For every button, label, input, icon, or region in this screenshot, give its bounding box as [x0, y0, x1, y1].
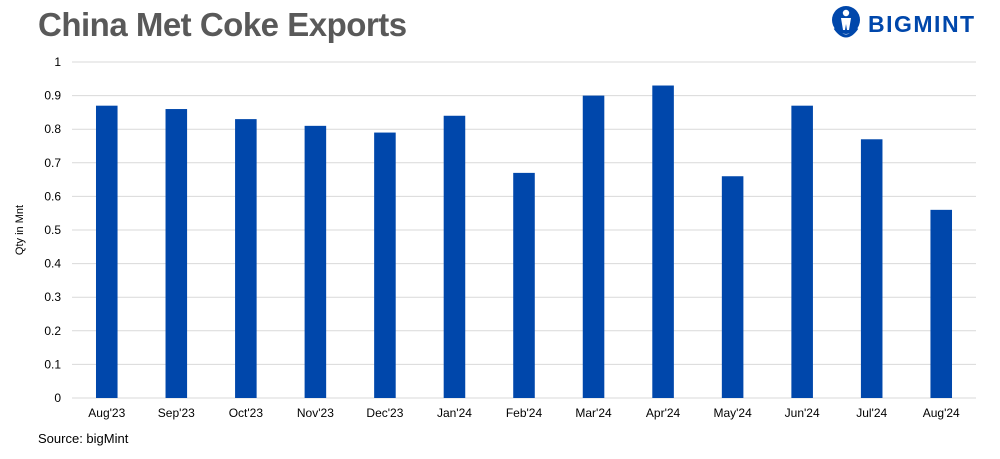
bar-feb24 — [513, 172, 535, 398]
y-tick-label: 0.5 — [44, 223, 61, 237]
bar-sep23 — [165, 109, 188, 398]
chart-title: China Met Coke Exports — [38, 6, 407, 43]
x-tick-label: Oct'23 — [229, 406, 264, 420]
bars — [95, 85, 953, 399]
x-tick-label: Feb'24 — [506, 406, 543, 420]
y-tick-label: 1 — [54, 55, 61, 69]
x-tick-label: Jun'24 — [785, 406, 820, 420]
x-tick-label: Sep'23 — [158, 406, 195, 420]
y-tick-label: 0.4 — [44, 257, 61, 271]
x-tick-label: Dec'23 — [366, 406, 403, 420]
brand-name: BIGMINT — [868, 11, 976, 37]
y-tick-label: 0.1 — [44, 357, 61, 371]
brand-logo: BIGMINT — [830, 4, 995, 44]
y-tick-label: 0.6 — [44, 189, 61, 203]
bar-jun24 — [791, 105, 813, 399]
bar-may24 — [721, 176, 744, 398]
bar-mar24 — [582, 95, 605, 398]
x-tick-label: Jul'24 — [856, 406, 887, 420]
y-tick-label: 0.9 — [44, 89, 61, 103]
x-tick-label: Apr'24 — [646, 406, 681, 420]
y-tick-label: 0.7 — [44, 156, 61, 170]
bar-aug24 — [930, 209, 953, 398]
x-tick-label: Mar'24 — [575, 406, 612, 420]
bar-jan24 — [443, 115, 466, 398]
bar-nov23 — [304, 125, 327, 398]
bar-apr24 — [652, 85, 674, 399]
y-tick-label: 0.8 — [44, 122, 61, 136]
source-note: Source: bigMint — [38, 431, 129, 446]
y-tick-label: 0.3 — [44, 290, 61, 304]
bar-aug23 — [95, 105, 118, 399]
x-tick-label: Jan'24 — [437, 406, 472, 420]
x-tick-label: Nov'23 — [297, 406, 334, 420]
bar-jul24 — [860, 139, 883, 398]
y-tick-label: 0.2 — [44, 324, 61, 338]
bar-oct23 — [235, 119, 257, 399]
bigmint-logo-icon — [832, 6, 860, 38]
y-axis-label: Qty in Mnt — [14, 205, 26, 255]
x-tick-label: May'24 — [713, 406, 752, 420]
y-axis-ticks: 0 0.1 0.2 0.3 0.4 0.5 0.6 0.7 0.8 0.9 1 — [44, 55, 61, 405]
x-tick-label: Aug'24 — [923, 406, 960, 420]
bar-dec23 — [374, 132, 396, 398]
x-axis-ticks: Aug'23 Sep'23 Oct'23 Nov'23 Dec'23 Jan'24 Feb'… — [88, 406, 960, 420]
y-tick-label: 0 — [54, 391, 61, 405]
x-tick-label: Aug'23 — [88, 406, 125, 420]
